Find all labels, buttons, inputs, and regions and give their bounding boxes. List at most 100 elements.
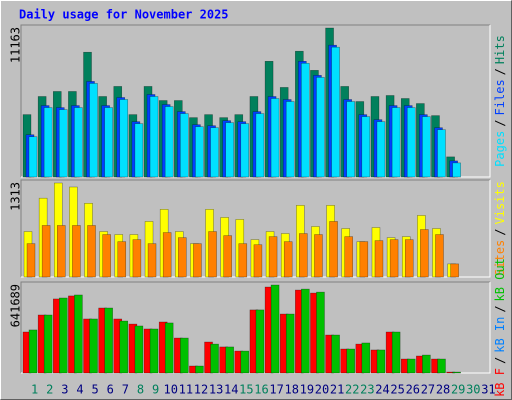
bar bbox=[119, 320, 129, 374]
bar bbox=[104, 307, 113, 374]
bar bbox=[74, 107, 83, 178]
legend-separator: / bbox=[493, 68, 507, 75]
legend: Sites / Visits bbox=[493, 181, 507, 276]
bar bbox=[180, 337, 189, 374]
bar bbox=[89, 318, 98, 374]
x-tick-label: 21 bbox=[330, 383, 344, 397]
y-tick-label: 641689 bbox=[9, 284, 23, 327]
bar bbox=[87, 225, 96, 278]
bar bbox=[147, 243, 157, 278]
bar bbox=[74, 294, 83, 374]
bar bbox=[422, 116, 431, 178]
bar bbox=[43, 314, 53, 374]
bar bbox=[164, 106, 174, 178]
legend-separator: / bbox=[493, 119, 507, 126]
bar bbox=[346, 101, 355, 178]
x-tick-label: 31 bbox=[481, 383, 495, 397]
bar bbox=[104, 107, 113, 178]
x-tick-label: 13 bbox=[209, 383, 223, 397]
x-tick-label: 29 bbox=[451, 383, 465, 397]
y-tick-label: 11163 bbox=[9, 27, 23, 63]
y-tick-label: 1313 bbox=[9, 182, 23, 211]
legend-entry: Visits bbox=[493, 181, 507, 224]
x-tick-label: 15 bbox=[239, 383, 253, 397]
bar bbox=[225, 122, 234, 178]
bar bbox=[59, 109, 68, 178]
bar bbox=[283, 241, 293, 278]
x-tick-label: 2 bbox=[46, 383, 53, 397]
bar bbox=[391, 107, 401, 178]
bar bbox=[223, 235, 232, 278]
plot-border bbox=[20, 24, 490, 177]
x-tick-label: 17 bbox=[269, 383, 283, 397]
bar bbox=[180, 113, 189, 178]
bar bbox=[374, 240, 384, 278]
bar bbox=[285, 313, 295, 374]
bar bbox=[316, 291, 325, 374]
bar bbox=[420, 229, 429, 278]
legend-separator: / bbox=[493, 305, 507, 312]
x-tick-label: 4 bbox=[76, 383, 83, 397]
bar bbox=[28, 329, 38, 374]
bar bbox=[437, 129, 446, 178]
x-tick-label: 18 bbox=[285, 383, 299, 397]
chart-title: Daily usage for November 2025 bbox=[19, 8, 229, 22]
x-tick-label: 23 bbox=[360, 383, 374, 397]
bar bbox=[89, 83, 98, 178]
bar bbox=[359, 241, 369, 278]
bar bbox=[314, 234, 323, 278]
bar bbox=[406, 358, 416, 374]
bar bbox=[41, 225, 51, 278]
x-tick-label: 3 bbox=[61, 383, 68, 397]
x-tick-label: 24 bbox=[375, 383, 389, 397]
bar bbox=[225, 346, 234, 374]
bar bbox=[195, 126, 204, 178]
bar bbox=[406, 107, 416, 178]
x-tick-label: 10 bbox=[163, 383, 177, 397]
bar bbox=[404, 239, 414, 278]
x-tick-label: 30 bbox=[466, 383, 480, 397]
bar bbox=[331, 46, 340, 178]
legend-entry: Sites bbox=[493, 240, 507, 276]
legend-entry: kB F bbox=[493, 368, 507, 397]
legend-entry: Pages bbox=[493, 131, 507, 167]
bar bbox=[329, 221, 338, 278]
bar bbox=[376, 349, 386, 374]
bar bbox=[285, 101, 295, 178]
x-tick-label: 16 bbox=[254, 383, 268, 397]
legend: kB F / kB In / kB Out bbox=[493, 258, 507, 397]
bar bbox=[210, 343, 219, 374]
bar bbox=[268, 236, 278, 278]
bar bbox=[346, 348, 355, 374]
bar bbox=[134, 325, 144, 374]
bar bbox=[132, 239, 142, 278]
bar bbox=[344, 236, 353, 278]
bar bbox=[437, 358, 446, 374]
bar bbox=[72, 225, 81, 278]
bar bbox=[240, 123, 250, 178]
x-tick-label: 1 bbox=[31, 383, 38, 397]
bar bbox=[195, 365, 204, 374]
bar bbox=[331, 334, 340, 374]
legend-entry: kB Out bbox=[493, 258, 507, 301]
bar bbox=[452, 162, 461, 178]
bar bbox=[255, 113, 265, 178]
bar bbox=[361, 116, 371, 178]
x-tick-label: 20 bbox=[315, 383, 329, 397]
bar bbox=[452, 371, 461, 374]
x-tick-label: 27 bbox=[421, 383, 435, 397]
bar bbox=[299, 233, 308, 278]
x-tick-label: 28 bbox=[436, 383, 450, 397]
bar bbox=[391, 331, 401, 374]
bar bbox=[26, 243, 36, 278]
legend-separator: / bbox=[493, 357, 507, 364]
bar bbox=[422, 354, 431, 374]
legend-separator: / bbox=[493, 229, 507, 236]
legend-entry: kB In bbox=[493, 317, 507, 353]
bar bbox=[435, 234, 444, 278]
bar bbox=[59, 297, 68, 374]
bar bbox=[210, 127, 219, 178]
bar bbox=[301, 63, 310, 178]
